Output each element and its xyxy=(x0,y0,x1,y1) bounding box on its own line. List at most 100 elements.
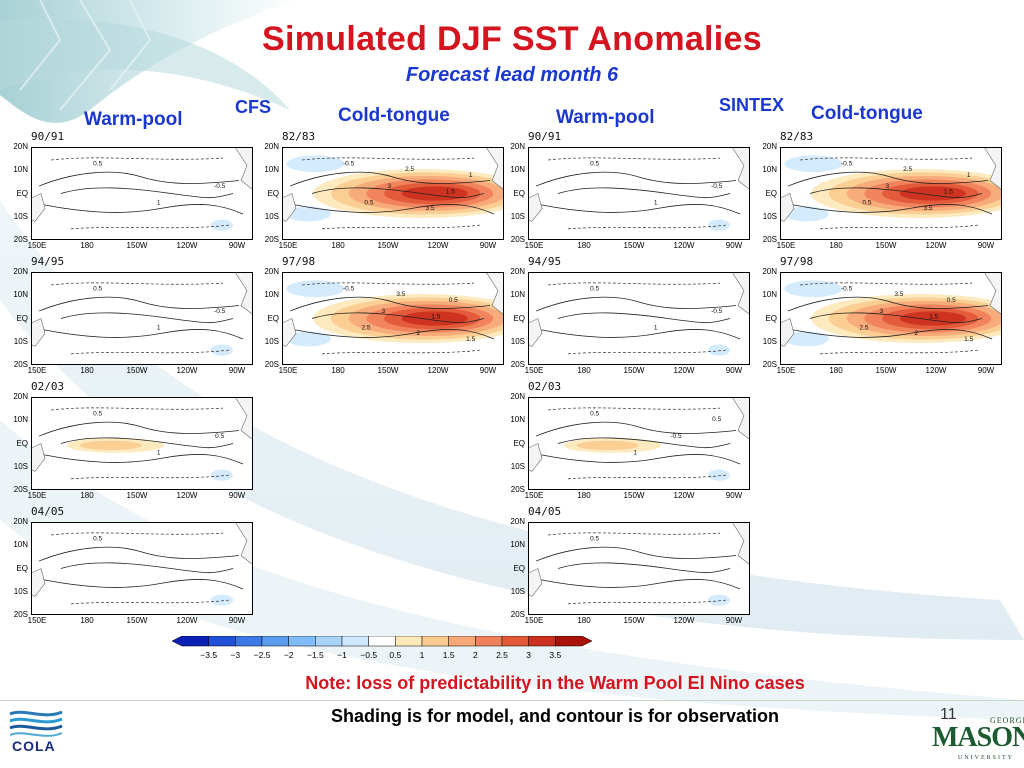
obs-contour-sintex-90-91-2 xyxy=(557,187,731,199)
lat-tick-cfs-04-05-2: EQ xyxy=(16,563,28,573)
slide-title: Simulated DJF SST Anomalies xyxy=(262,20,762,58)
lon-tick-sintex-04-05-2: 150W xyxy=(623,616,645,625)
lat-tick-sintex-94-95-3: 10S xyxy=(510,336,525,346)
lat-tick-cfs-97-98-1: 10N xyxy=(264,290,279,300)
contour-label-cfs-02-03-2: 0.5 xyxy=(215,433,224,440)
colorbar-label-4: −1.5 xyxy=(307,650,324,660)
obs-contour-sintex-04-05-0 xyxy=(535,546,737,562)
obs-contour-dashed-sintex-97-98-0 xyxy=(799,282,973,286)
anomaly-shade-sintex-04-05-1 xyxy=(707,594,731,606)
contour-label-sintex-90-91-2: -0.5 xyxy=(711,183,723,190)
lat-tick-cfs-82-83-1: 10N xyxy=(264,165,279,175)
lat-tick-sintex-82-83-0: 20N xyxy=(762,142,777,151)
obs-contour-sintex-04-05-1 xyxy=(539,579,741,590)
lat-tick-cfs-94-95-1: 10N xyxy=(13,290,28,300)
anomaly-shade-cfs-04-05-0 xyxy=(65,561,184,580)
coastline-cfs-90-91 xyxy=(31,147,253,222)
header-sintex-cold-tongue: Cold-tongue xyxy=(811,103,923,124)
panel-year-sintex-02-03: 02/03 xyxy=(528,380,562,393)
lat-tick-cfs-90-91-3: 10S xyxy=(13,211,28,221)
contour-label-sintex-82-83-4: 3.5 xyxy=(923,205,932,212)
coastline-cfs-02-03 xyxy=(31,397,253,472)
slide-subtitle: Forecast lead month 6 xyxy=(405,64,619,86)
coastline-cfs-97-98 xyxy=(282,272,504,347)
anomaly-shade-sintex-02-03-2 xyxy=(576,440,639,451)
obs-contour-cfs-02-03-2 xyxy=(60,437,234,449)
contour-label-sintex-90-91-1: 1 xyxy=(654,200,658,207)
obs-contour-dashed-sintex-04-05-1 xyxy=(567,599,727,605)
lat-tick-sintex-04-05-4: 20S xyxy=(510,610,525,619)
contour-label-sintex-94-95-0: 0.5 xyxy=(590,286,599,293)
anomaly-shade-sintex-02-03-3 xyxy=(707,469,731,481)
map-panel-cfs-04-05: 0.5 xyxy=(31,522,253,615)
obs-contour-dashed-sintex-04-05-0 xyxy=(547,532,721,536)
anomaly-shade-cfs-90-91-0 xyxy=(65,186,184,205)
contour-label-cfs-82-83-4: 3.5 xyxy=(425,205,434,212)
obs-contour-dashed-sintex-02-03-1 xyxy=(567,474,727,480)
lon-tick-sintex-94-95-2: 150W xyxy=(623,366,645,375)
panel-year-cfs-90-91: 90/91 xyxy=(31,130,65,143)
map-panel-sintex-90-91: 0.5 1 -0.5 xyxy=(528,147,750,240)
obs-contour-cfs-82-83-2 xyxy=(311,187,485,199)
lon-tick-sintex-90-91-2: 150W xyxy=(623,241,645,250)
lon-tick-cfs-82-83-0: 150E xyxy=(278,241,298,250)
lat-tick-cfs-90-91-2: EQ xyxy=(16,188,28,198)
lat-tick-sintex-90-91-4: 20S xyxy=(510,235,525,244)
obs-contour-dashed-cfs-97-98-1 xyxy=(321,349,481,355)
contour-label-sintex-02-03-2: -0.5 xyxy=(670,433,682,440)
colorbar-bin-6 xyxy=(341,636,369,647)
colorbar-label-10: 2 xyxy=(473,650,478,660)
lon-tick-sintex-94-95-0: 150E xyxy=(524,366,544,375)
colorbar-label-13: 3.5 xyxy=(549,650,561,660)
colorbar-bin-8 xyxy=(395,636,423,647)
obs-contour-dashed-cfs-90-91-1 xyxy=(70,224,230,230)
obs-contour-sintex-02-03-1 xyxy=(539,454,741,465)
contour-label-sintex-97-98-1: 2.5 xyxy=(860,325,869,332)
obs-contour-sintex-82-83-2 xyxy=(809,187,983,199)
panel-year-cfs-94-95: 94/95 xyxy=(31,255,65,268)
colorbar: −3.5 −3 −2.5 −2 −1.5 −1 −0.5 0.5 1 1.5 2 2.5 3 3.5 xyxy=(171,636,593,660)
lon-tick-cfs-90-91-1: 180 xyxy=(80,241,94,250)
anomaly-shade-cfs-04-05-1 xyxy=(210,594,234,606)
lon-tick-sintex-02-03-1: 180 xyxy=(577,491,591,500)
anomaly-shade-cfs-02-03-2 xyxy=(79,440,142,451)
lon-tick-sintex-97-98-1: 180 xyxy=(829,366,843,375)
lon-tick-cfs-82-83-2: 150W xyxy=(377,241,399,250)
lat-tick-sintex-04-05-3: 10S xyxy=(510,586,525,596)
panel-year-sintex-97-98: 97/98 xyxy=(780,255,814,268)
coastline-cfs-94-95 xyxy=(31,272,253,347)
lon-tick-cfs-90-91-4: 90W xyxy=(228,241,246,250)
colorbar-bin-3 xyxy=(261,636,289,647)
lon-tick-sintex-04-05-3: 120W xyxy=(673,616,695,625)
anomaly-shade-cfs-82-83-7 xyxy=(286,155,345,173)
obs-contour-sintex-90-91-1 xyxy=(539,204,741,215)
panel-year-sintex-94-95: 94/95 xyxy=(528,255,562,268)
coastline-sintex-04-05 xyxy=(528,522,750,597)
colorbar-bin-2 xyxy=(235,636,263,647)
anomaly-shade-cfs-90-91-1 xyxy=(210,219,234,231)
lon-tick-sintex-90-91-3: 120W xyxy=(673,241,695,250)
lat-tick-sintex-04-05-0: 20N xyxy=(510,517,525,526)
obs-contour-dashed-sintex-82-83-1 xyxy=(819,224,979,230)
lat-tick-cfs-90-91-4: 20S xyxy=(13,235,28,244)
contour-label-cfs-02-03-0: 0.5 xyxy=(93,411,102,418)
contour-label-sintex-82-83-1: 0.5 xyxy=(862,200,871,207)
contour-label-cfs-90-91-2: -0.5 xyxy=(214,183,226,190)
colorbar-bin-0 xyxy=(171,636,209,647)
obs-contour-cfs-94-95-0 xyxy=(38,296,240,312)
lat-tick-sintex-90-91-1: 10N xyxy=(510,165,525,175)
cola-logo-text: COLA xyxy=(12,738,56,754)
lat-tick-sintex-90-91-2: EQ xyxy=(513,188,525,198)
obs-contour-cfs-94-95-2 xyxy=(60,312,234,324)
footer-divider xyxy=(0,700,1024,701)
lat-tick-cfs-94-95-4: 20S xyxy=(13,360,28,369)
lon-tick-sintex-02-03-3: 120W xyxy=(673,491,695,500)
header-cfs-warm-pool: Warm-pool xyxy=(84,109,183,130)
lon-tick-sintex-82-83-2: 150W xyxy=(875,241,897,250)
lon-tick-cfs-90-91-0: 150E xyxy=(27,241,47,250)
colorbar-label-3: −2 xyxy=(284,650,294,660)
contour-label-cfs-97-98-1: 2.5 xyxy=(362,325,371,332)
panel-year-cfs-02-03: 02/03 xyxy=(31,380,65,393)
obs-contour-cfs-97-98-2 xyxy=(311,312,485,324)
lat-tick-cfs-94-95-2: EQ xyxy=(16,313,28,323)
